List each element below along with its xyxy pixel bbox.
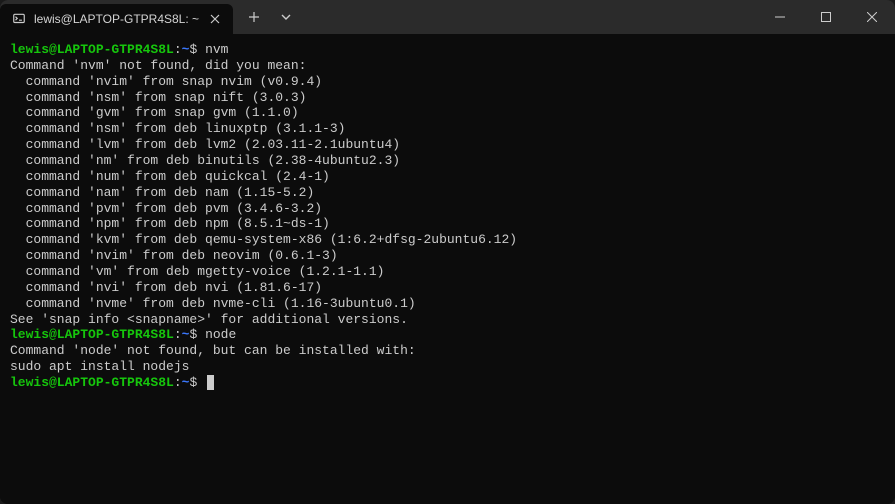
output-text: command 'pvm' from deb pvm (3.4.6-3.2): [10, 201, 322, 216]
tab-active[interactable]: lewis@LAPTOP-GTPR4S8L: ~: [0, 4, 233, 34]
output-line: command 'npm' from deb npm (8.5.1~ds-1): [10, 216, 885, 232]
prompt-symbol: $: [189, 327, 205, 342]
output-line: command 'num' from deb quickcal (2.4-1): [10, 169, 885, 185]
output-line: sudo apt install nodejs: [10, 359, 885, 375]
output-text: command 'nvme' from deb nvme-cli (1.16-3…: [10, 296, 416, 311]
output-text: Command 'node' not found, but can be ins…: [10, 343, 416, 358]
output-text: command 'nvi' from deb nvi (1.81.6-17): [10, 280, 322, 295]
prompt-user: lewis@LAPTOP-GTPR4S8L: [10, 42, 174, 57]
output-text: command 'npm' from deb npm (8.5.1~ds-1): [10, 216, 330, 231]
output-line: command 'pvm' from deb pvm (3.4.6-3.2): [10, 201, 885, 217]
tab-actions: [233, 0, 301, 34]
maximize-button[interactable]: [803, 0, 849, 34]
tab-close-button[interactable]: [207, 11, 223, 27]
tab-dropdown-button[interactable]: [271, 2, 301, 32]
output-line: command 'nsm' from deb linuxptp (3.1.1-3…: [10, 121, 885, 137]
output-text: command 'nsm' from deb linuxptp (3.1.1-3…: [10, 121, 345, 136]
output-line: command 'vm' from deb mgetty-voice (1.2.…: [10, 264, 885, 280]
output-line: See 'snap info <snapname>' for additiona…: [10, 312, 885, 328]
new-tab-button[interactable]: [239, 2, 269, 32]
output-text: command 'nam' from deb nam (1.15-5.2): [10, 185, 314, 200]
cursor: [207, 375, 214, 390]
command-text: node: [205, 327, 236, 342]
output-text: command 'vm' from deb mgetty-voice (1.2.…: [10, 264, 384, 279]
output-text: sudo apt install nodejs: [10, 359, 189, 374]
prompt-line: lewis@LAPTOP-GTPR4S8L:~$ nvm: [10, 42, 885, 58]
output-text: command 'gvm' from snap gvm (1.1.0): [10, 105, 299, 120]
tab-strip: lewis@LAPTOP-GTPR4S8L: ~: [0, 0, 233, 34]
titlebar: lewis@LAPTOP-GTPR4S8L: ~: [0, 0, 895, 34]
output-text: command 'nvim' from deb neovim (0.6.1-3): [10, 248, 338, 263]
command-text: nvm: [205, 42, 228, 57]
output-line: command 'nam' from deb nam (1.15-5.2): [10, 185, 885, 201]
output-text: command 'kvm' from deb qemu-system-x86 (…: [10, 232, 517, 247]
prompt-user: lewis@LAPTOP-GTPR4S8L: [10, 327, 174, 342]
tab-title: lewis@LAPTOP-GTPR4S8L: ~: [34, 12, 199, 26]
prompt-separator: :: [174, 375, 182, 390]
output-line: command 'nm' from deb binutils (2.38-4ub…: [10, 153, 885, 169]
output-text: command 'num' from deb quickcal (2.4-1): [10, 169, 330, 184]
prompt-symbol: $: [189, 375, 205, 390]
window-controls: [757, 0, 895, 34]
prompt-user: lewis@LAPTOP-GTPR4S8L: [10, 375, 174, 390]
output-line: command 'nvim' from snap nvim (v0.9.4): [10, 74, 885, 90]
prompt-separator: :: [174, 42, 182, 57]
terminal-window: lewis@LAPTOP-GTPR4S8L: ~: [0, 0, 895, 504]
output-text: Command 'nvm' not found, did you mean:: [10, 58, 306, 73]
output-text: command 'nsm' from snap nift (3.0.3): [10, 90, 306, 105]
output-line: command 'nvi' from deb nvi (1.81.6-17): [10, 280, 885, 296]
output-line: Command 'node' not found, but can be ins…: [10, 343, 885, 359]
titlebar-drag-region[interactable]: [301, 0, 757, 34]
output-line: command 'kvm' from deb qemu-system-x86 (…: [10, 232, 885, 248]
output-line: Command 'nvm' not found, did you mean:: [10, 58, 885, 74]
prompt-separator: :: [174, 327, 182, 342]
prompt-line: lewis@LAPTOP-GTPR4S8L:~$ node: [10, 327, 885, 343]
prompt-symbol: $: [189, 42, 205, 57]
output-text: command 'nm' from deb binutils (2.38-4ub…: [10, 153, 400, 168]
output-line: command 'nsm' from snap nift (3.0.3): [10, 90, 885, 106]
prompt-line: lewis@LAPTOP-GTPR4S8L:~$: [10, 375, 885, 391]
terminal-viewport[interactable]: lewis@LAPTOP-GTPR4S8L:~$ nvmCommand 'nvm…: [0, 34, 895, 504]
ubuntu-icon: [12, 12, 26, 26]
window-close-button[interactable]: [849, 0, 895, 34]
output-text: See 'snap info <snapname>' for additiona…: [10, 312, 408, 327]
output-line: command 'nvim' from deb neovim (0.6.1-3): [10, 248, 885, 264]
output-text: command 'lvm' from deb lvm2 (2.03.11-2.1…: [10, 137, 400, 152]
output-text: command 'nvim' from snap nvim (v0.9.4): [10, 74, 322, 89]
output-line: command 'lvm' from deb lvm2 (2.03.11-2.1…: [10, 137, 885, 153]
output-line: command 'nvme' from deb nvme-cli (1.16-3…: [10, 296, 885, 312]
minimize-button[interactable]: [757, 0, 803, 34]
output-line: command 'gvm' from snap gvm (1.1.0): [10, 105, 885, 121]
